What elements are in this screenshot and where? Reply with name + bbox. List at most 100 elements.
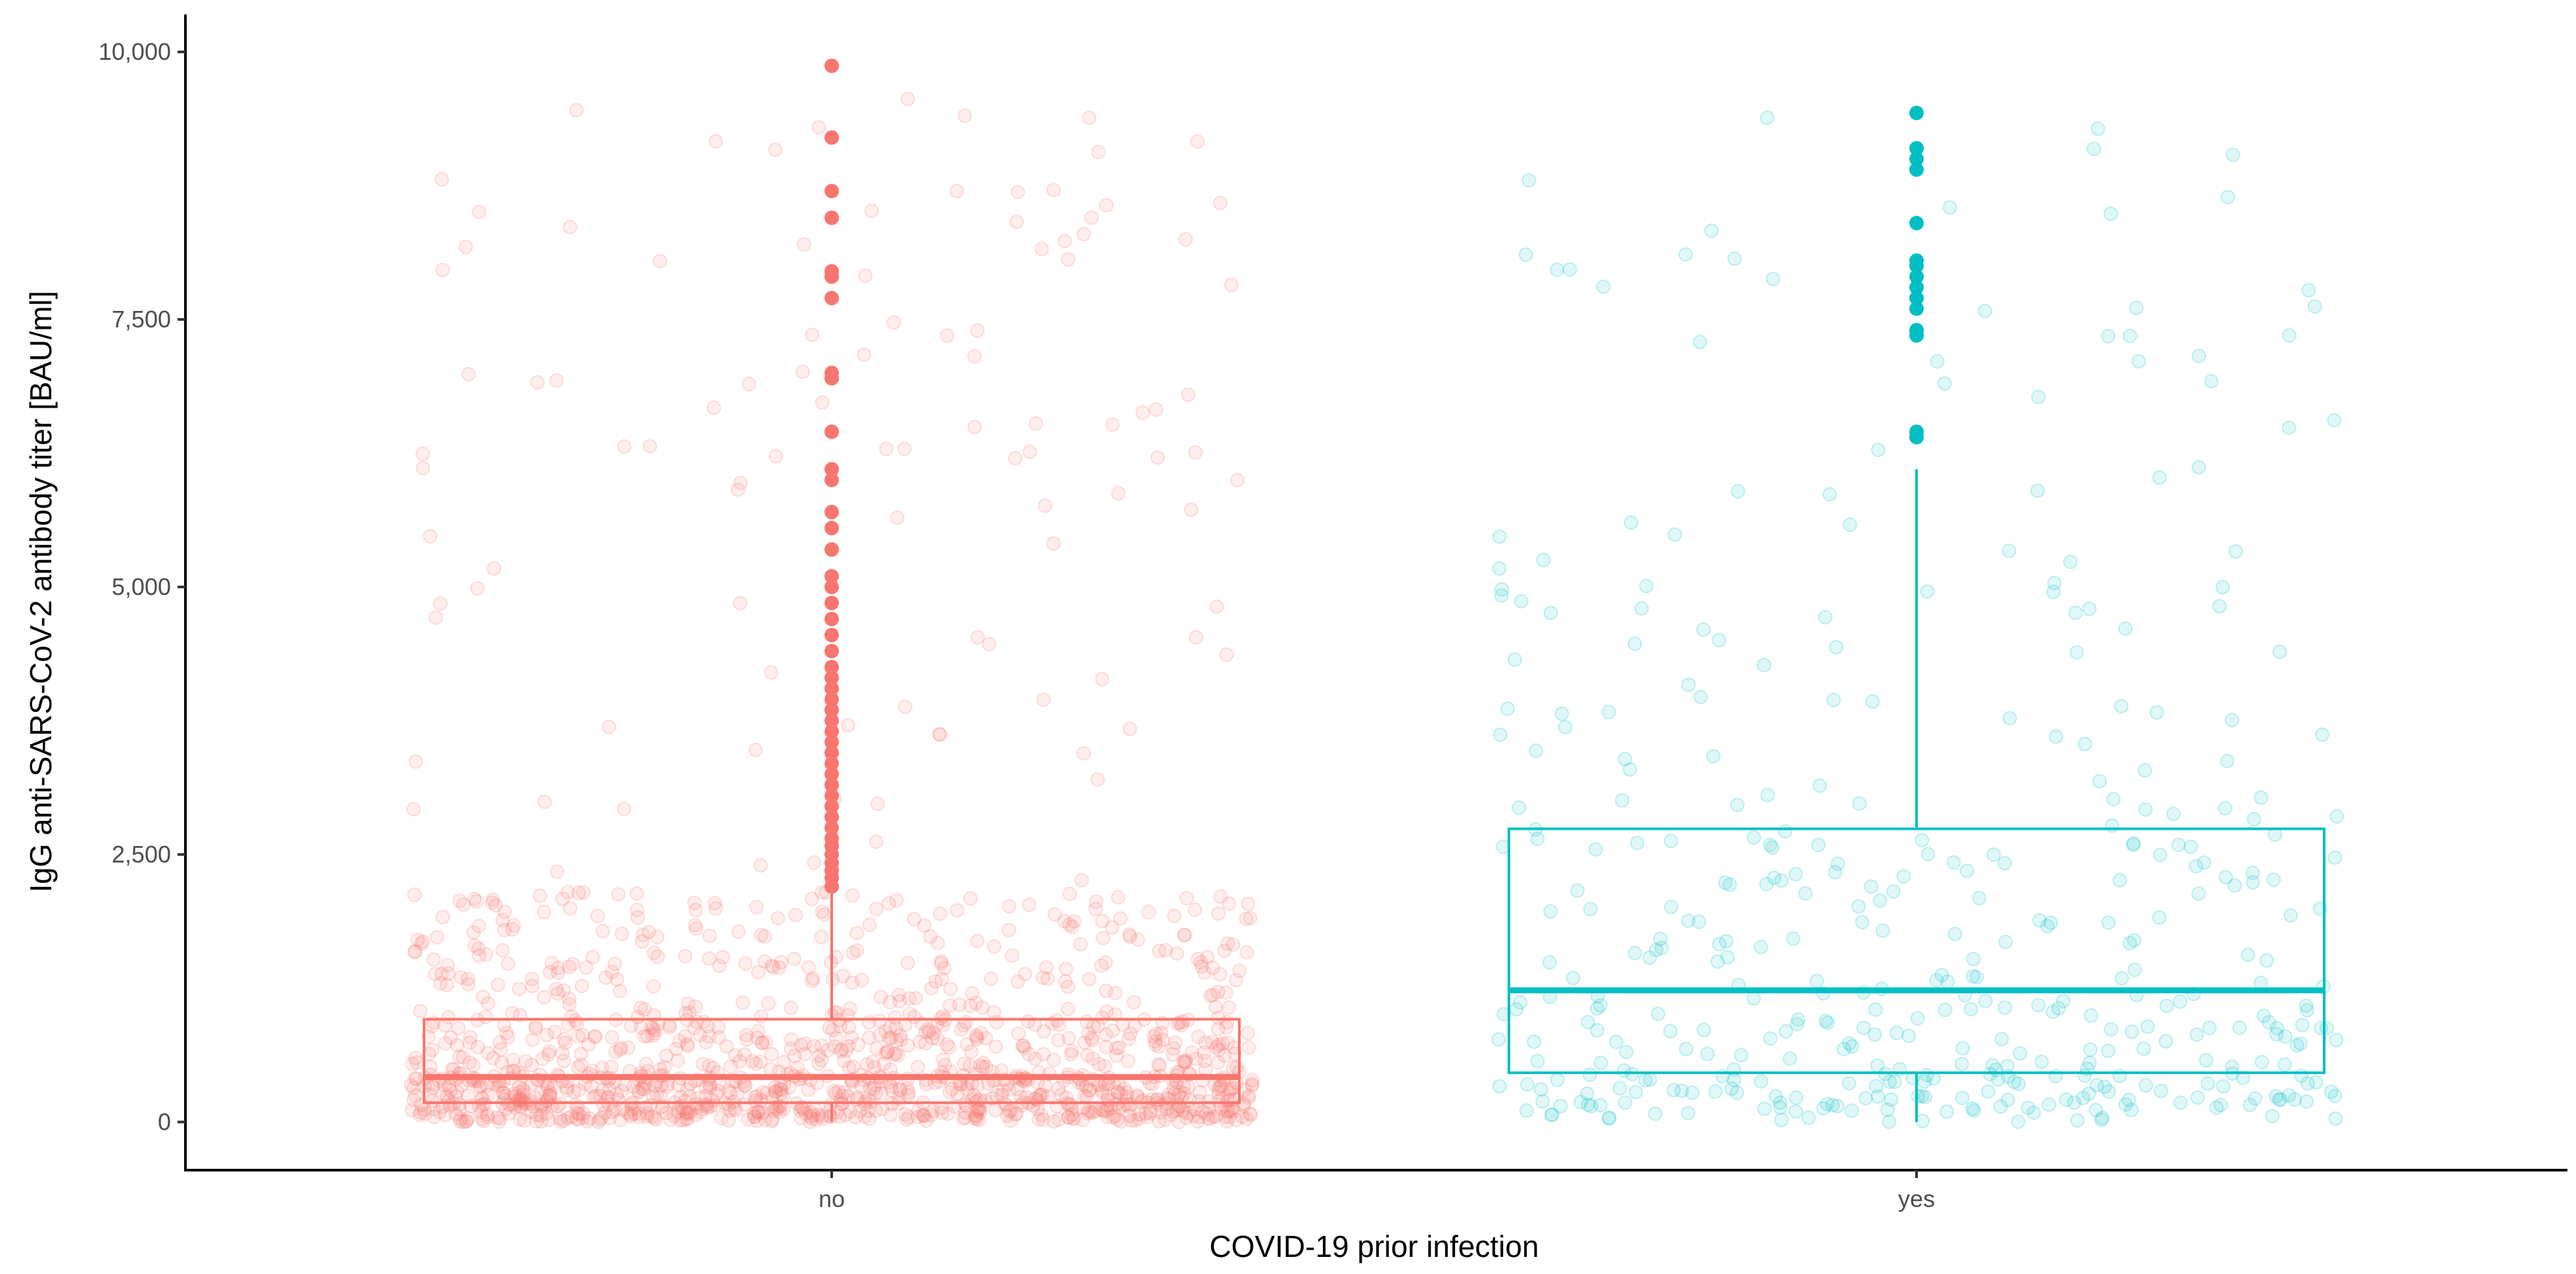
jitter-point-yes — [2086, 141, 2101, 156]
jitter-point-no — [621, 1040, 636, 1055]
jitter-point-no — [585, 949, 600, 964]
jitter-point-no — [537, 794, 552, 809]
jitter-point-no — [1099, 1027, 1114, 1042]
jitter-point-yes — [2082, 1055, 2097, 1070]
jitter-point-yes — [1562, 262, 1577, 277]
jitter-point-no — [1221, 1104, 1236, 1119]
jitter-point-no — [836, 1085, 851, 1100]
jitter-point-no — [897, 1107, 913, 1122]
jitter-point-no — [694, 1102, 709, 1117]
jitter-point-yes — [2202, 1020, 2217, 1035]
jitter-point-no — [1120, 1053, 1135, 1068]
jitter-point-yes — [1602, 705, 1616, 720]
jitter-point-no — [827, 1039, 842, 1054]
jitter-point-no — [967, 1111, 982, 1125]
jitter-point-no — [1197, 965, 1212, 980]
jitter-point-no — [846, 945, 861, 960]
jitter-point-yes — [1617, 1063, 1631, 1078]
jitter-point-no — [461, 367, 476, 382]
jitter-point-no — [976, 1060, 991, 1075]
jitter-point-no — [924, 981, 939, 996]
jitter-point-no — [1245, 1073, 1260, 1088]
jitter-point-yes — [2212, 599, 2227, 614]
jitter-point-no — [1193, 955, 1208, 970]
jitter-point-no — [1220, 1104, 1235, 1119]
jitter-point-no — [937, 960, 952, 976]
jitter-point-no — [480, 1107, 495, 1122]
jitter-point-yes — [1886, 884, 1901, 899]
jitter-point-no — [934, 954, 949, 969]
jitter-point-yes — [2209, 1100, 2224, 1115]
jitter-point-no — [620, 1105, 635, 1120]
jitter-point-yes — [1811, 838, 1826, 853]
jitter-point-no — [874, 1086, 889, 1101]
jitter-point-no — [872, 1027, 888, 1043]
jitter-point-no — [787, 1049, 802, 1064]
jitter-point-no — [466, 925, 481, 940]
jitter-point-yes — [2032, 913, 2047, 928]
jitter-point-no — [1170, 946, 1184, 961]
jitter-point-yes — [1553, 1098, 1568, 1114]
jitter-point-yes — [2159, 1034, 2174, 1049]
jitter-point-no — [764, 1047, 779, 1062]
jitter-point-no — [1130, 932, 1145, 947]
jitter-point-no — [1003, 1113, 1018, 1128]
jitter-point-no — [754, 928, 769, 943]
jitter-point-yes — [2088, 1102, 2103, 1118]
jitter-point-no — [753, 1054, 768, 1070]
outlier-point-no — [824, 473, 839, 488]
jitter-point-no — [638, 1056, 654, 1072]
jitter-point-no — [1218, 1109, 1233, 1124]
jitter-point-no — [512, 981, 527, 997]
jitter-point-no — [1121, 1031, 1136, 1047]
jitter-point-no — [897, 441, 912, 456]
jitter-point-yes — [2034, 1054, 2049, 1070]
jitter-point-no — [750, 1030, 765, 1045]
jitter-point-no — [805, 974, 819, 988]
jitter-point-no — [1059, 1090, 1074, 1105]
jitter-point-yes — [2224, 713, 2239, 728]
jitter-point-no — [1226, 937, 1241, 952]
jitter-point-no — [807, 855, 822, 870]
jitter-point-no — [917, 918, 932, 933]
jitter-point-yes — [1986, 1058, 2000, 1073]
jitter-point-no — [470, 581, 485, 596]
jitter-point-no — [629, 886, 644, 901]
jitter-point-no — [590, 908, 606, 924]
jitter-point-no — [1097, 1104, 1112, 1119]
jitter-point-yes — [1788, 1104, 1803, 1119]
jitter-point-no — [525, 972, 540, 987]
jitter-point-yes — [1871, 442, 1886, 458]
jitter-point-no — [1219, 647, 1234, 662]
outlier-point-yes — [1909, 424, 1924, 439]
jitter-point-no — [794, 1037, 809, 1052]
jitter-point-no — [918, 1113, 934, 1128]
outlier-point-no — [824, 681, 839, 696]
jitter-point-yes — [1543, 605, 1558, 621]
jitter-point-no — [917, 1108, 932, 1123]
jitter-point-yes — [1550, 1072, 1565, 1087]
jitter-point-yes — [1798, 885, 1813, 901]
y-ticks-layer: 0 2,500 5,000 7,500 10,000 — [99, 38, 185, 1135]
jitter-point-no — [492, 1111, 508, 1126]
jitter-point-no — [679, 1104, 694, 1120]
jitter-point-yes — [1722, 877, 1737, 892]
jitter-point-no — [467, 891, 482, 907]
jitter-point-no — [1028, 1051, 1043, 1066]
jitter-point-no — [757, 954, 773, 969]
jitter-point-yes — [1980, 1084, 1995, 1099]
jitter-point-yes — [2118, 621, 2133, 636]
jitter-point-no — [1059, 962, 1074, 977]
jitter-point-no — [678, 949, 693, 964]
jitter-point-no — [516, 1083, 531, 1098]
jitter-point-no — [1243, 1106, 1258, 1121]
jitter-point-no — [1177, 928, 1192, 943]
jitter-point-yes — [1896, 869, 1911, 884]
jitter-point-yes — [2103, 1022, 2118, 1037]
jitter-point-yes — [2153, 847, 2168, 862]
jitter-point-no — [688, 1108, 703, 1123]
jitter-point-yes — [1492, 1079, 1507, 1094]
jitter-point-no — [982, 636, 997, 651]
jitter-point-yes — [1543, 904, 1558, 919]
jitter-point-no — [702, 1029, 717, 1044]
